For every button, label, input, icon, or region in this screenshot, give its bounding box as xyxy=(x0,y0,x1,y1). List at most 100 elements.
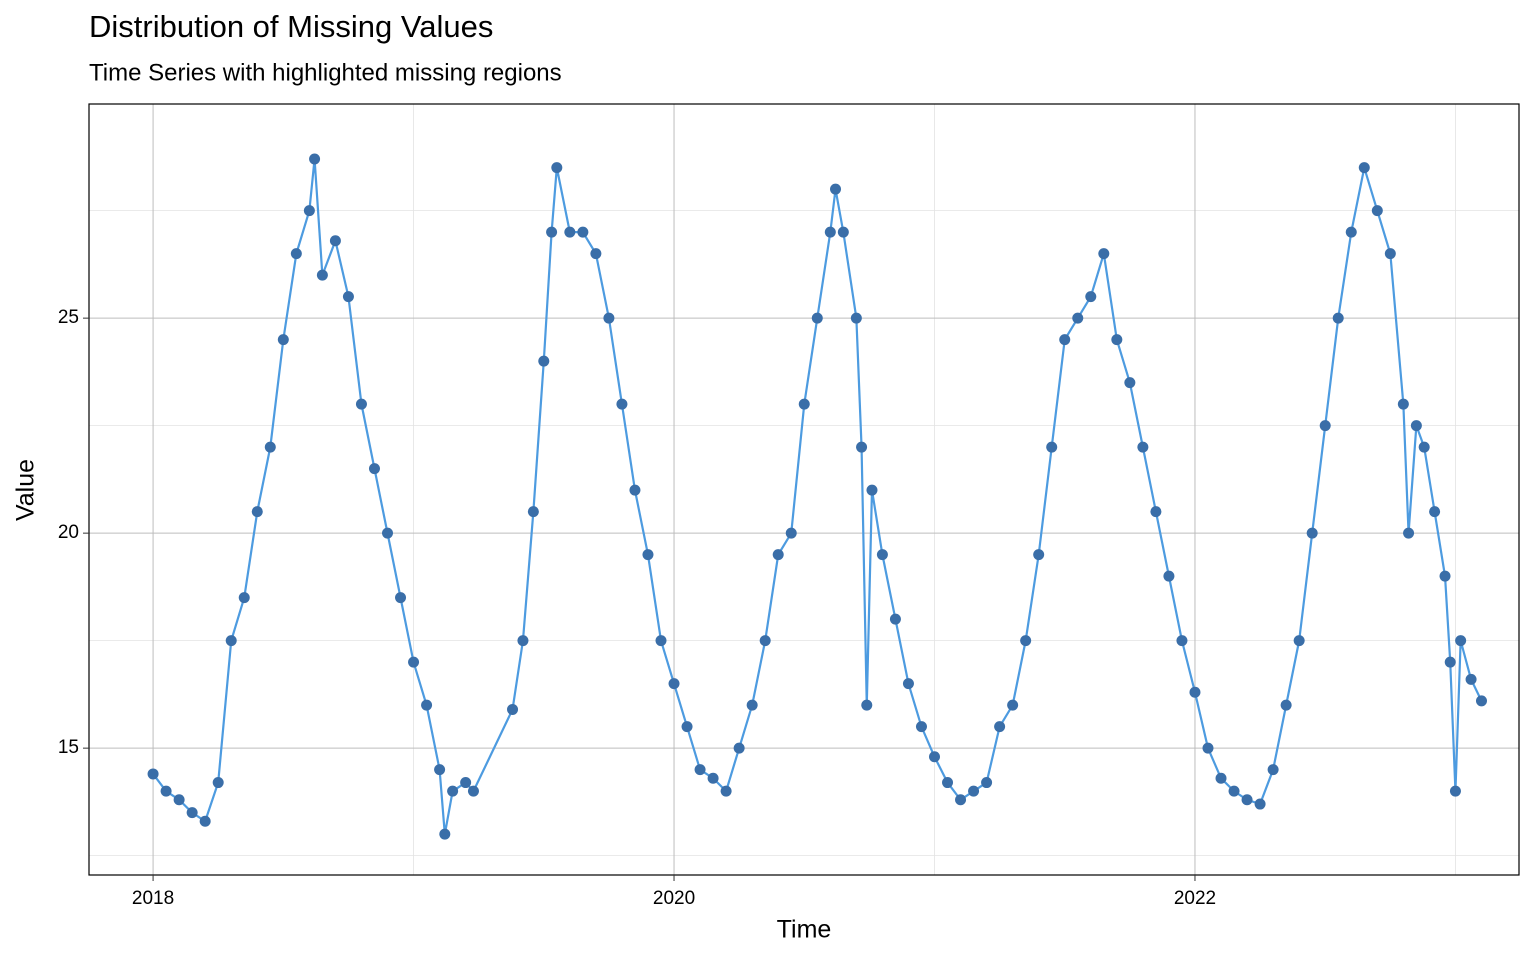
data-point xyxy=(564,226,576,238)
plot xyxy=(147,153,1487,840)
data-point xyxy=(1280,699,1292,711)
data-point xyxy=(1163,570,1175,582)
data-point xyxy=(1007,699,1019,711)
data-point xyxy=(876,549,888,561)
data-point xyxy=(681,721,693,733)
chart-title: Distribution of Missing Values xyxy=(89,9,493,44)
data-point xyxy=(590,248,602,260)
data-point xyxy=(642,549,654,561)
data-point xyxy=(382,527,394,539)
data-point xyxy=(1228,785,1240,797)
data-point xyxy=(798,398,810,410)
data-point xyxy=(1046,441,1058,453)
data-point xyxy=(460,777,472,789)
data-point xyxy=(1403,527,1415,539)
data-point xyxy=(694,764,706,776)
data-point xyxy=(1397,398,1409,410)
data-point xyxy=(1319,420,1331,432)
data-point xyxy=(421,699,433,711)
series-line xyxy=(152,158,1483,835)
data-point xyxy=(811,312,823,324)
data-point xyxy=(759,635,771,647)
data-point xyxy=(577,226,589,238)
data-point xyxy=(290,248,302,260)
data-point xyxy=(955,794,967,806)
data-point xyxy=(1137,441,1149,453)
data-point xyxy=(160,785,172,797)
data-point xyxy=(707,772,719,784)
data-point xyxy=(1059,334,1071,346)
data-point xyxy=(942,777,954,789)
data-point xyxy=(1345,226,1357,238)
data-point xyxy=(733,742,745,754)
data-point xyxy=(1293,635,1305,647)
data-point xyxy=(439,828,451,840)
data-point xyxy=(785,527,797,539)
data-point xyxy=(303,205,315,217)
data-point xyxy=(277,334,289,346)
data-point xyxy=(1439,570,1451,582)
data-point xyxy=(551,162,563,174)
data-point xyxy=(866,484,878,496)
data-point xyxy=(1267,764,1279,776)
data-point xyxy=(1475,695,1487,707)
data-point xyxy=(1085,291,1097,303)
data-point xyxy=(507,703,519,715)
data-point xyxy=(1020,635,1032,647)
data-point xyxy=(467,785,479,797)
data-point xyxy=(668,678,680,690)
data-point xyxy=(655,635,667,647)
data-point xyxy=(1124,377,1136,389)
data-point xyxy=(1150,506,1162,518)
data-point xyxy=(538,355,550,367)
data-point xyxy=(616,398,628,410)
grid xyxy=(89,104,1519,875)
data-point xyxy=(309,153,321,165)
data-point xyxy=(395,592,407,604)
data-point xyxy=(968,785,980,797)
data-point xyxy=(1306,527,1318,539)
y-tick-label: 20 xyxy=(58,522,79,543)
data-point xyxy=(329,235,341,247)
data-point xyxy=(1332,312,1344,324)
x-axis-title: Time xyxy=(777,916,832,944)
data-point xyxy=(447,785,459,797)
axes: 2018 2020 2022 15 20 25 xyxy=(58,307,1216,909)
plot-border xyxy=(88,103,1520,876)
data-point xyxy=(186,807,198,819)
data-point xyxy=(342,291,354,303)
data-point xyxy=(981,777,993,789)
data-point xyxy=(527,506,539,518)
data-point xyxy=(316,269,328,281)
data-point xyxy=(546,226,558,238)
data-point xyxy=(1465,673,1477,685)
data-point xyxy=(1072,312,1084,324)
data-point xyxy=(1176,635,1188,647)
data-point xyxy=(1241,794,1253,806)
data-point xyxy=(746,699,758,711)
data-point xyxy=(830,183,842,195)
y-tick-label: 25 xyxy=(58,307,79,328)
data-point xyxy=(1098,248,1110,260)
chart-subtitle: Time Series with highlighted missing reg… xyxy=(89,59,562,86)
x-tick-label: 2022 xyxy=(1174,888,1216,909)
data-point xyxy=(824,226,836,238)
data-point xyxy=(889,613,901,625)
x-tick-label: 2020 xyxy=(653,888,695,909)
data-point xyxy=(212,777,224,789)
data-point xyxy=(225,635,237,647)
data-point xyxy=(1358,162,1370,174)
data-point xyxy=(902,678,914,690)
data-point xyxy=(915,721,927,733)
data-point xyxy=(720,785,732,797)
data-point xyxy=(1254,798,1266,810)
data-point xyxy=(355,398,367,410)
data-point xyxy=(1455,635,1467,647)
data-point xyxy=(1111,334,1123,346)
data-point xyxy=(1449,785,1461,797)
data-point xyxy=(1429,506,1441,518)
data-point xyxy=(772,549,784,561)
data-point xyxy=(238,592,250,604)
data-point xyxy=(1410,420,1422,432)
